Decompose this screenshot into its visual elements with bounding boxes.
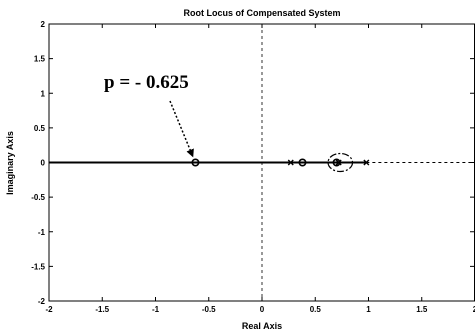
x-axis-label: Real Axis xyxy=(242,321,282,331)
pole-marker xyxy=(335,159,342,166)
zero-marker xyxy=(191,158,200,167)
x-tick-label: -2 xyxy=(45,305,53,314)
zero-marker xyxy=(298,158,307,167)
y-tick-label: 1.5 xyxy=(34,55,46,64)
x-tick-label: 2 xyxy=(473,305,475,314)
y-tick-label: 0.5 xyxy=(34,124,46,133)
x-tick-label: 1 xyxy=(366,305,371,314)
annotation-label: p = - 0.625 xyxy=(104,72,189,93)
pole-marker xyxy=(287,159,294,166)
pole-marker xyxy=(363,159,370,166)
x-tick-label: -1.5 xyxy=(95,305,109,314)
y-tick-label: 1 xyxy=(41,89,46,98)
y-tick-label: -2 xyxy=(38,297,46,306)
x-tick-label: 1.5 xyxy=(416,305,428,314)
y-axis-label: Imaginary Axis xyxy=(5,131,15,195)
zero-marker xyxy=(332,158,341,167)
chart-title: Root Locus of Compensated System xyxy=(183,8,340,18)
x-tick-label: 0 xyxy=(260,305,265,314)
x-tick-label: -0.5 xyxy=(202,305,216,314)
x-tick-label: -1 xyxy=(152,305,160,314)
x-tick-label: 0.5 xyxy=(310,305,322,314)
y-tick-label: -0.5 xyxy=(31,193,45,202)
y-tick-label: -1 xyxy=(38,228,46,237)
y-tick-label: 0 xyxy=(41,159,46,168)
y-tick-label: -1.5 xyxy=(31,262,45,271)
plot-area: -2 -1.5 -1 -0.5 0 0.5 1 1.5 2 2 1.5 1 0.5 0 -0.5 -1 -1.5… xyxy=(31,20,475,314)
locus-loop xyxy=(327,152,354,173)
annotation-arrow xyxy=(169,100,194,158)
y-tick-label: 2 xyxy=(41,20,46,29)
